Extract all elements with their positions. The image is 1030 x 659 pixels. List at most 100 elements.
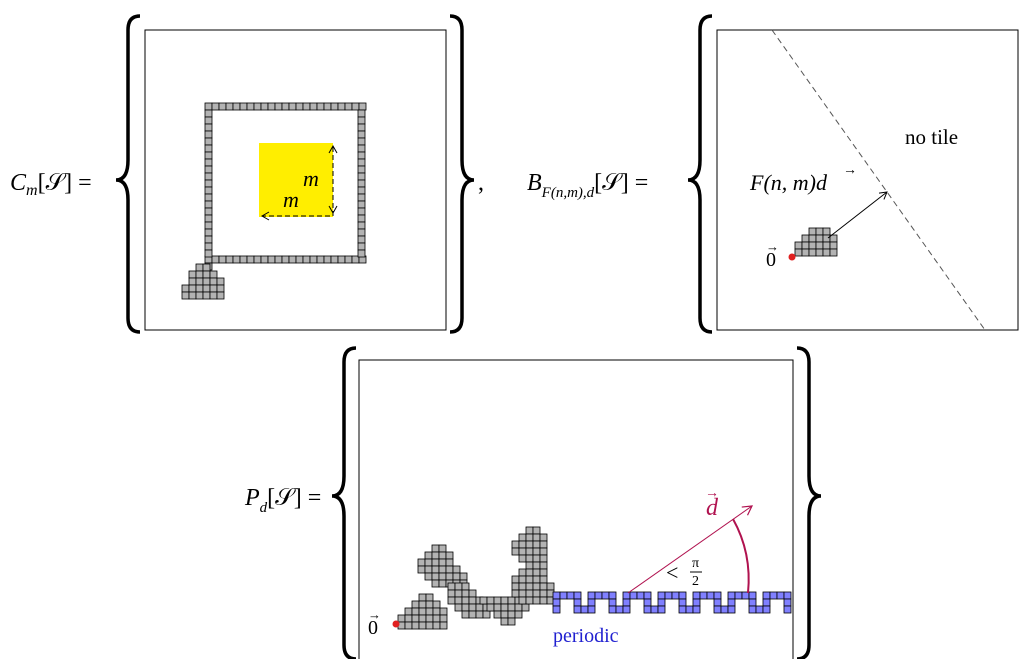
p-periodic-tile <box>573 591 582 600</box>
p-assembly-tile <box>425 607 434 616</box>
c-seed-tile <box>202 263 211 272</box>
p-assembly-tile <box>500 596 509 605</box>
c-ring-tile <box>357 207 366 216</box>
c-seed-tile <box>202 284 211 293</box>
b-seed-tile <box>808 227 817 236</box>
p-assembly-tile <box>425 593 434 602</box>
p-assembly-tile <box>445 572 454 581</box>
c-seed-tile <box>195 263 204 272</box>
p-periodic-tile <box>769 591 778 600</box>
p-periodic-tile <box>587 598 596 607</box>
p-assembly-tile <box>468 589 477 598</box>
c-ring-tile <box>357 200 366 209</box>
p-assembly-tile <box>525 554 534 563</box>
p-angle-lt: < <box>666 560 678 585</box>
p-assembly-tile <box>418 614 427 623</box>
p-periodic-tile <box>622 591 631 600</box>
p-assembly-tile <box>475 610 484 619</box>
p-left-brace <box>331 346 357 659</box>
p-assembly-tile <box>431 579 440 588</box>
c-ring-tile <box>204 158 213 167</box>
p-periodic-tile <box>636 591 645 600</box>
p-lhs-main: P <box>244 485 260 511</box>
p-periodic-tile <box>587 591 596 600</box>
p-periodic-tile <box>762 598 771 607</box>
c-right-brace <box>449 14 475 334</box>
p-periodic-tile <box>566 591 575 600</box>
p-assembly-tile <box>525 540 534 549</box>
p-periodic-tile <box>734 591 743 600</box>
c-ring-tile <box>239 102 248 111</box>
c-ring-tile <box>239 255 248 264</box>
c-ring-tile <box>267 102 276 111</box>
p-assembly-tile <box>447 589 456 598</box>
c-seed-tile <box>209 277 218 286</box>
c-ring-tile <box>357 214 366 223</box>
p-periodic-tile <box>622 605 631 614</box>
c-ring-tile <box>281 102 290 111</box>
b-frame <box>716 29 1019 331</box>
p-assembly-tile <box>539 533 548 542</box>
c-ring-tile <box>204 109 213 118</box>
p-assembly-tile <box>438 579 447 588</box>
p-assembly-tile <box>539 540 548 549</box>
c-ring-tile <box>225 102 234 111</box>
p-origin-vec-arrow: → <box>368 607 381 622</box>
b-arrow-label-pre: F(n, m) <box>749 170 816 195</box>
p-periodic-tile <box>748 598 757 607</box>
p-assembly-tile <box>431 551 440 560</box>
b-tiles <box>794 227 838 257</box>
p-assembly-tile <box>532 554 541 563</box>
p-periodic-label: periodic <box>553 625 619 647</box>
p-origin-dot <box>392 620 400 628</box>
p-assembly-tile <box>486 596 495 605</box>
c-ring-tile <box>357 179 366 188</box>
b-lhs-sub-vec: d <box>587 185 595 201</box>
p-periodic-tile <box>608 605 617 614</box>
p-assembly-tile <box>518 554 527 563</box>
p-assembly-tile <box>493 596 502 605</box>
c-seed-tile <box>202 277 211 286</box>
p-assembly-tile <box>486 603 495 612</box>
c-ring-tile <box>204 207 213 216</box>
p-assembly-tile <box>468 610 477 619</box>
p-assembly-tile <box>511 547 520 556</box>
p-assembly-tile <box>439 621 448 630</box>
p-periodic-tile <box>748 605 757 614</box>
p-periodic-tile <box>762 605 771 614</box>
b-direction-arrow <box>827 191 888 239</box>
p-assembly-tile <box>525 575 534 584</box>
c-seed-tile <box>181 291 190 300</box>
c-ring-tile <box>288 102 297 111</box>
p-assembly-tile <box>424 551 433 560</box>
c-ring-tile <box>357 221 366 230</box>
b-lhs-main: B <box>527 170 542 196</box>
c-ring-tile <box>316 102 325 111</box>
p-periodic-tile <box>713 605 722 614</box>
c-ring-tile <box>204 123 213 132</box>
c-seed-tile <box>188 284 197 293</box>
p-assembly-tile <box>431 572 440 581</box>
c-ring-tile <box>211 102 220 111</box>
c-ring-tile <box>204 228 213 237</box>
c-ring-tile <box>274 255 283 264</box>
p-assembly-tile <box>493 603 502 612</box>
p-periodic-tile <box>657 598 666 607</box>
c-ring-tile <box>302 255 311 264</box>
p-assembly-tile <box>431 558 440 567</box>
c-ring-tile <box>357 158 366 167</box>
p-periodic-tile <box>629 591 638 600</box>
c-ring-tile <box>204 186 213 195</box>
p-assembly-tile <box>461 610 470 619</box>
p-assembly-tile <box>447 582 456 591</box>
c-ring-tile <box>351 102 360 111</box>
p-periodic-tiles <box>552 591 792 614</box>
p-periodic-tile <box>685 605 694 614</box>
p-assembly-tile <box>461 582 470 591</box>
c-ring-tile <box>267 255 276 264</box>
p-periodic-tile <box>643 598 652 607</box>
c-comma: , <box>478 170 484 196</box>
p-assembly-tile <box>532 596 541 605</box>
c-ring-tile <box>330 102 339 111</box>
p-assembly-tile <box>418 600 427 609</box>
